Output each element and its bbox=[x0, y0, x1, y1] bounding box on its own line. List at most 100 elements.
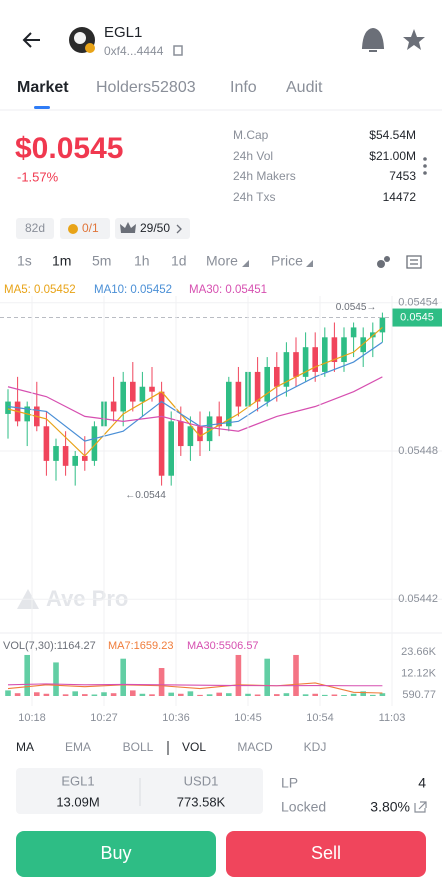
interval[interactable]: 1d bbox=[171, 253, 187, 269]
volume-bar bbox=[302, 694, 309, 696]
volume-bar bbox=[168, 692, 174, 696]
volume-bar bbox=[158, 668, 165, 696]
volume-bar bbox=[43, 693, 50, 696]
badge-icon bbox=[120, 222, 136, 233]
tab[interactable]: Market bbox=[17, 79, 69, 96]
candle-body bbox=[322, 337, 328, 372]
legend-entry: MA30: 0.05451 bbox=[189, 284, 267, 296]
low-annotation: ←0.0544 bbox=[125, 490, 166, 501]
indicator-tab[interactable]: MA bbox=[16, 740, 34, 754]
external-link[interactable] bbox=[414, 801, 427, 813]
tab[interactable]: Holders52803 bbox=[96, 79, 196, 96]
candle-body bbox=[158, 391, 165, 476]
volume-bar bbox=[379, 693, 386, 696]
candle-body bbox=[293, 352, 299, 377]
watermark: Ave Pro bbox=[46, 586, 128, 611]
candle-body bbox=[168, 421, 174, 476]
candle-body bbox=[254, 371, 261, 402]
candle-body bbox=[341, 337, 347, 363]
draw-tool-icon[interactable] bbox=[377, 256, 390, 268]
pool-amount: 13.09M bbox=[56, 794, 99, 809]
indicator-tab[interactable]: KDJ bbox=[304, 740, 327, 754]
candle-body bbox=[379, 317, 386, 333]
legend-entry: MA10: 0.05452 bbox=[94, 284, 172, 296]
copy-icon[interactable] bbox=[173, 45, 183, 56]
last-price-label: 0.0545 bbox=[400, 311, 434, 323]
badge[interactable] bbox=[115, 218, 190, 239]
candle-body bbox=[197, 426, 203, 442]
volume-bar bbox=[283, 693, 290, 696]
tab[interactable]: Audit bbox=[286, 79, 323, 96]
volume-bar bbox=[82, 694, 88, 696]
buy-label: Buy bbox=[100, 843, 131, 863]
candle-body bbox=[331, 337, 338, 363]
candle-body bbox=[360, 337, 366, 353]
sell-button[interactable] bbox=[226, 831, 426, 877]
interval[interactable]: More bbox=[206, 253, 238, 269]
volume-bar bbox=[149, 694, 155, 696]
indicator-tab[interactable]: BOLL bbox=[123, 740, 154, 754]
volume-bar bbox=[235, 654, 242, 696]
volume-bar bbox=[312, 693, 318, 696]
candle-body bbox=[130, 381, 136, 402]
interval[interactable]: 5m bbox=[92, 253, 111, 269]
volume-bar bbox=[120, 658, 126, 696]
legend-entry: MA7:1659.23 bbox=[108, 640, 173, 652]
volume-bar bbox=[53, 662, 59, 696]
volume-bar bbox=[322, 694, 328, 696]
stat-value: 7453 bbox=[389, 169, 416, 183]
legend-entry: MA30:5506.57 bbox=[187, 640, 259, 652]
favorite-icon[interactable] bbox=[403, 29, 425, 50]
volume-bar bbox=[24, 654, 30, 696]
candle-body bbox=[43, 426, 50, 461]
candle-body bbox=[62, 446, 69, 466]
y-tick-label: 23.66K bbox=[401, 646, 437, 658]
volume-title: VOL(7,30):1164.27 bbox=[3, 640, 96, 652]
tab[interactable]: Info bbox=[230, 79, 257, 96]
stat-label: 24h Txs bbox=[233, 190, 275, 204]
badge-text: 29/50 bbox=[140, 221, 170, 235]
y-tick-label: 0.05454 bbox=[398, 297, 438, 309]
volume-bar bbox=[101, 692, 107, 696]
indicator-tab[interactable]: MACD bbox=[237, 740, 273, 754]
badge-icon bbox=[68, 224, 78, 234]
tab-indicator bbox=[34, 106, 50, 109]
stat-label: 24h Vol bbox=[233, 149, 273, 163]
alert-icon[interactable] bbox=[361, 27, 385, 52]
buy-button[interactable] bbox=[16, 831, 216, 877]
stat-value: $54.54M bbox=[369, 128, 416, 142]
settings-icon[interactable] bbox=[406, 255, 422, 269]
token-address: 0xf4...4444 bbox=[104, 44, 164, 58]
volume-bar bbox=[206, 694, 213, 696]
locked-value: 3.80% bbox=[370, 799, 410, 815]
candle-body bbox=[91, 426, 98, 461]
more-menu[interactable] bbox=[423, 157, 427, 175]
lp-value: 4 bbox=[418, 775, 426, 791]
candle-body bbox=[178, 421, 184, 447]
indicator-tab[interactable]: VOL bbox=[182, 740, 206, 754]
interval[interactable]: Price bbox=[271, 253, 303, 269]
interval[interactable]: 1m bbox=[52, 253, 71, 269]
ma-line bbox=[7, 326, 383, 457]
candle-body bbox=[350, 327, 357, 338]
volume-bar bbox=[216, 692, 222, 696]
candle-body bbox=[370, 332, 376, 338]
token-name: EGL1 bbox=[104, 24, 142, 41]
stat-label: 24h Makers bbox=[233, 169, 296, 183]
sell-label: Sell bbox=[311, 843, 341, 863]
locked-label: Locked bbox=[281, 799, 326, 815]
y-tick-label: 0.05448 bbox=[398, 445, 438, 457]
badge-text: 0/1 bbox=[82, 221, 99, 235]
interval[interactable]: 1s bbox=[17, 253, 32, 269]
back-button[interactable] bbox=[22, 32, 40, 48]
candle-body bbox=[5, 401, 11, 414]
volume-bar bbox=[254, 694, 261, 696]
chain-badge bbox=[85, 43, 95, 53]
candle-body bbox=[82, 455, 88, 461]
candle-body bbox=[139, 386, 146, 402]
pool-amount: 773.58K bbox=[177, 794, 226, 809]
interval[interactable]: 1h bbox=[134, 253, 150, 269]
indicator-tab[interactable]: EMA bbox=[65, 740, 91, 754]
candle-body bbox=[312, 347, 318, 372]
